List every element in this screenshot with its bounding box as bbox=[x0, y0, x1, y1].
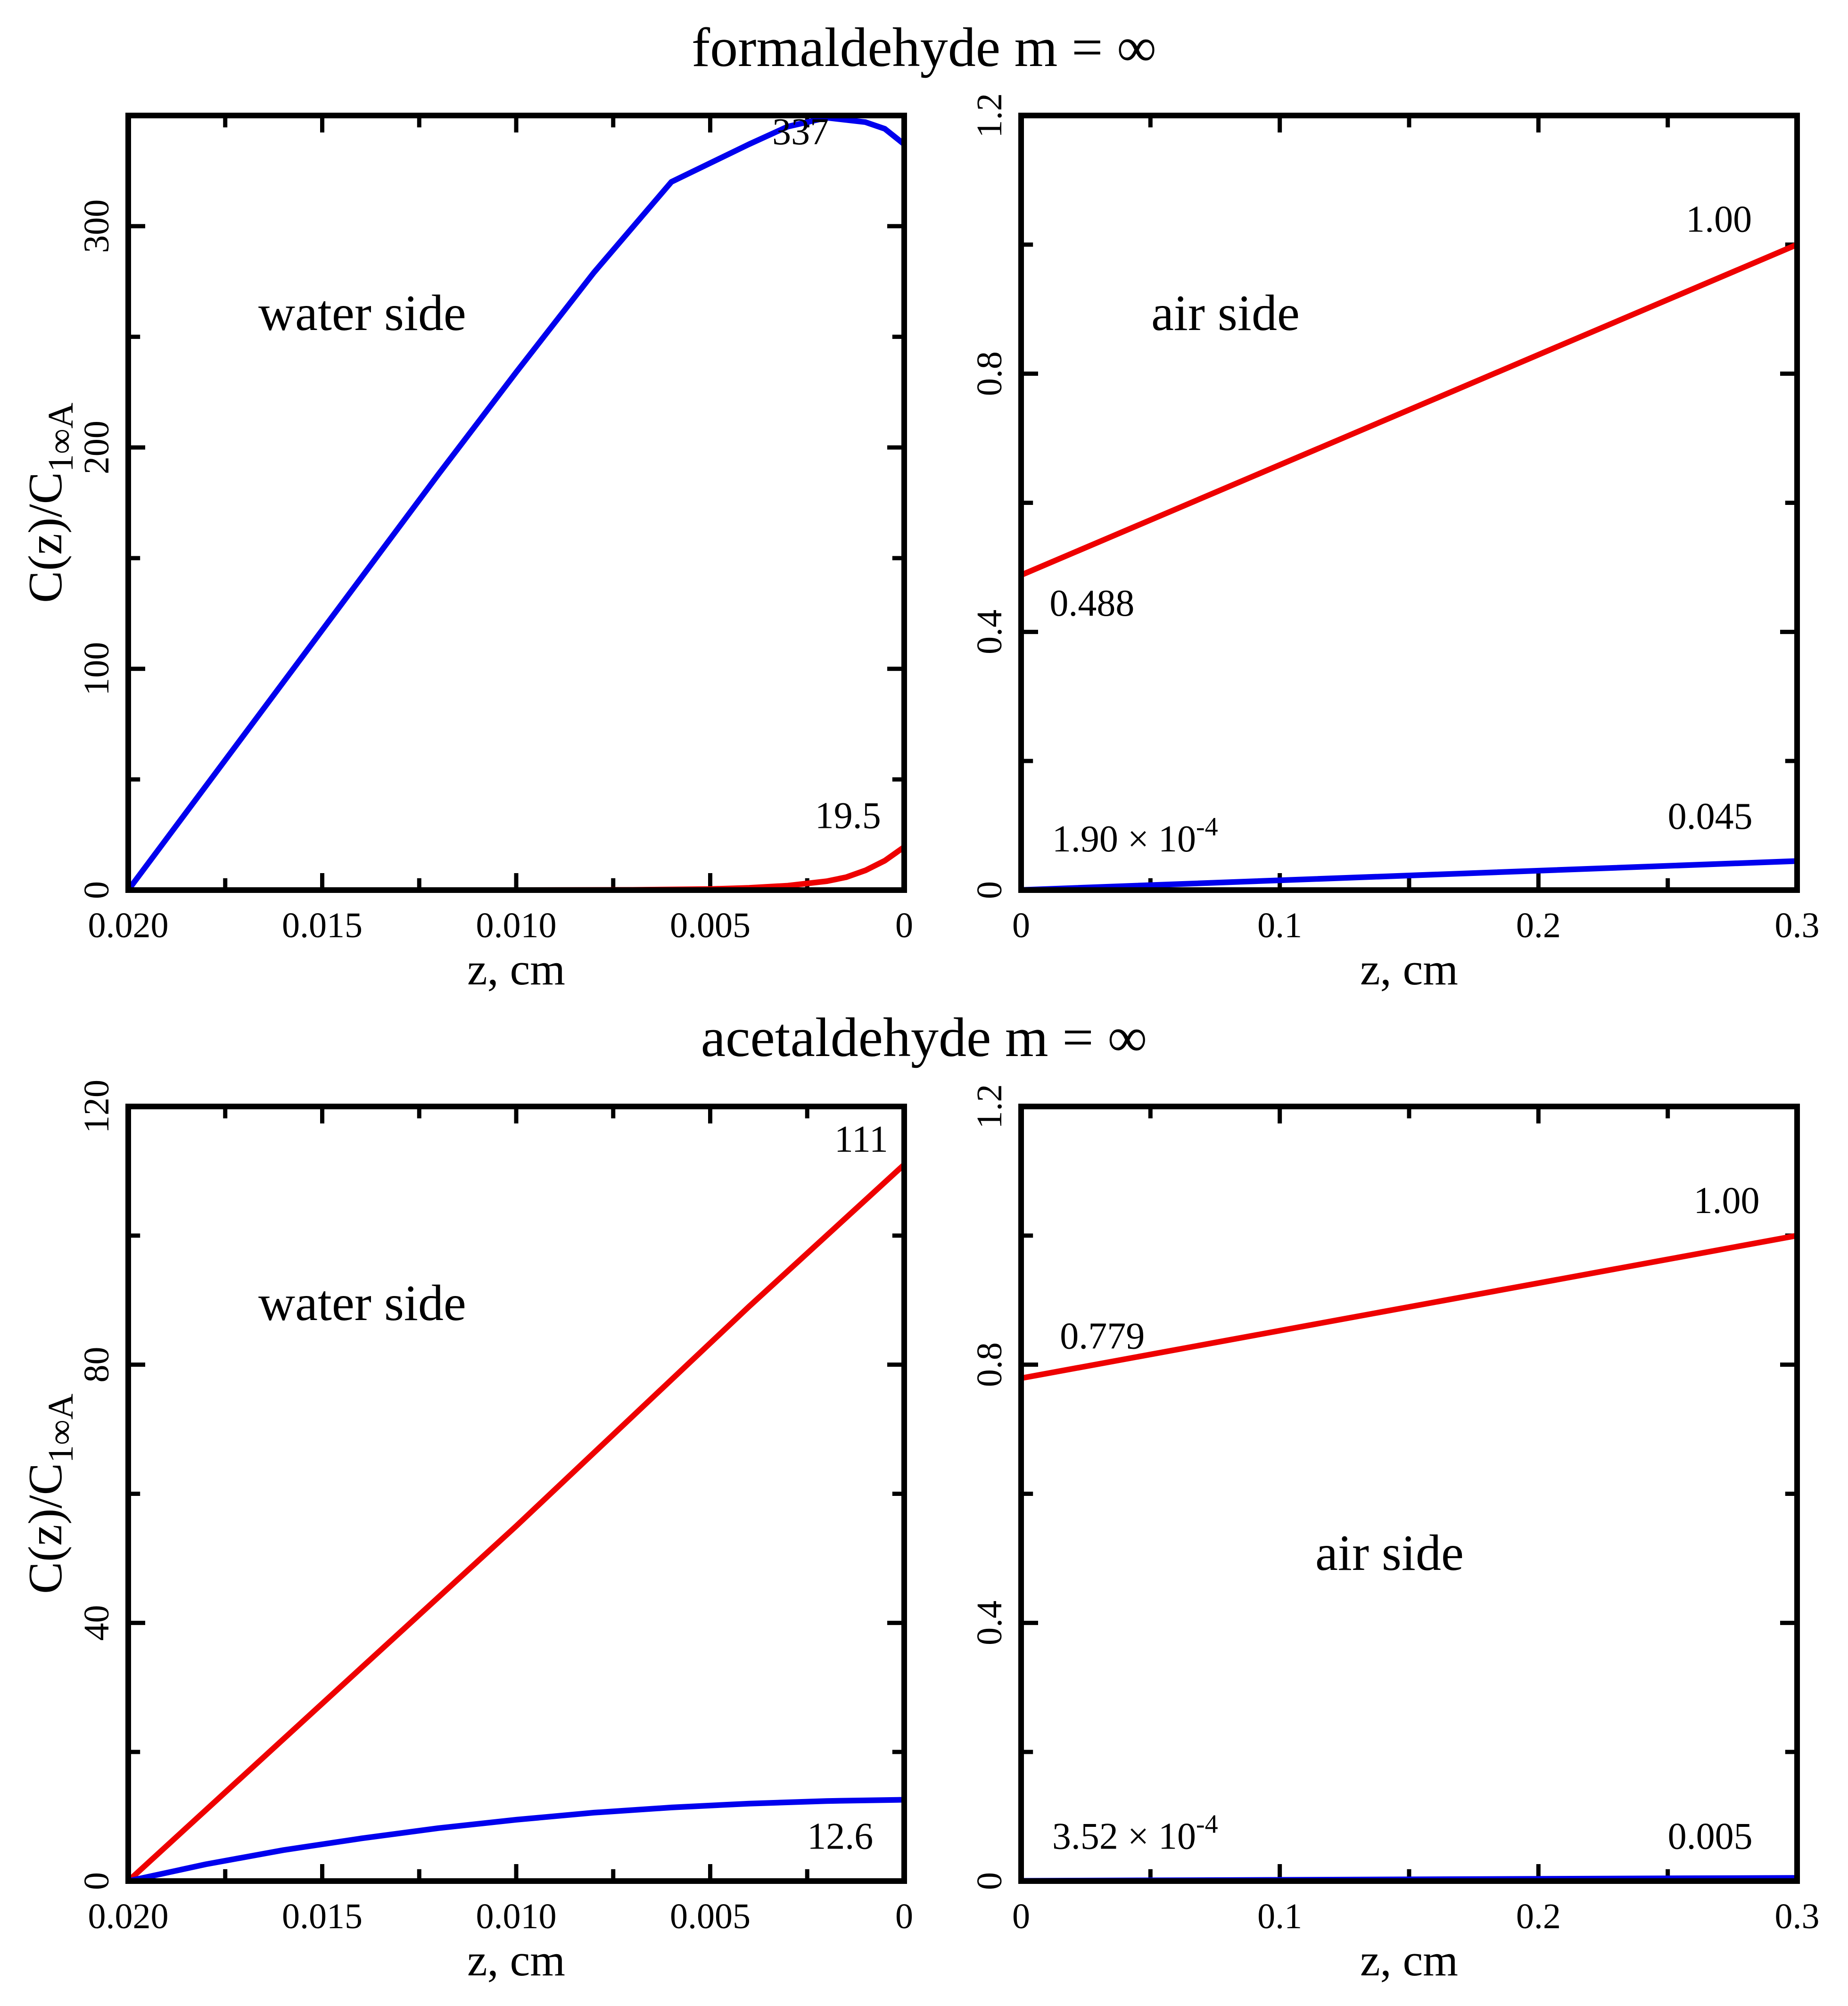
y-tick-label: 0.4 bbox=[970, 610, 1009, 654]
data-label: 1.00 bbox=[1686, 198, 1752, 240]
x-tick-label: 0.010 bbox=[476, 906, 557, 945]
x-tick-label: 0.2 bbox=[1516, 906, 1561, 945]
x-tick-label: 0.005 bbox=[670, 906, 751, 945]
series-red-line bbox=[1018, 1232, 1800, 1381]
y-tick-label: 0 bbox=[970, 881, 1009, 899]
panel-formaldehyde-water: water side 0.020 0.015 0.010 0.005 0 0 100 200 3… bbox=[19, 111, 913, 994]
data-label: 19.5 bbox=[815, 795, 881, 837]
title-acetaldehyde: acetaldehyde m = ∞ bbox=[701, 1007, 1147, 1068]
data-label: 12.6 bbox=[807, 1816, 873, 1857]
series-red-line bbox=[1018, 241, 1800, 578]
data-label: 111 bbox=[834, 1119, 888, 1160]
x-axis-label: z, cm bbox=[467, 944, 565, 994]
y-axis-label: C(z)/C1∞A bbox=[19, 1394, 81, 1594]
panel-acetaldehyde-air: air side 0 0.1 0.2 0.3 0 0.4 0.8 1.2 1.00 0.779 0.… bbox=[970, 1084, 1820, 1986]
panel-label-air-side: air side bbox=[1151, 285, 1300, 341]
y-tick-label: 0 bbox=[77, 881, 116, 899]
plot-frame bbox=[125, 1104, 907, 1884]
series-blue-line bbox=[125, 1797, 907, 1884]
y-tick-label: 300 bbox=[77, 199, 116, 253]
data-label: 0.779 bbox=[1060, 1315, 1145, 1357]
x-tick-label: 0.1 bbox=[1257, 906, 1302, 945]
y-axis-label-subscript: 1∞A bbox=[41, 1394, 81, 1463]
y-tick-label: 0 bbox=[77, 1872, 116, 1890]
series-blue-line bbox=[125, 115, 907, 893]
data-label-exponent: -4 bbox=[1196, 812, 1218, 842]
x-axis-label: z, cm bbox=[467, 1935, 565, 1985]
y-axis-label-main: C(z)/C bbox=[19, 472, 72, 603]
plot-frame bbox=[1018, 113, 1800, 893]
plot-frame bbox=[1018, 1104, 1800, 1884]
y-tick-label: 0.8 bbox=[970, 1342, 1009, 1387]
x-tick-label: 0.010 bbox=[476, 1897, 557, 1936]
y-tick-label: 1.2 bbox=[970, 1084, 1009, 1129]
x-tick-label: 0 bbox=[1012, 1897, 1030, 1936]
x-tick-label: 0.3 bbox=[1775, 906, 1820, 945]
x-tick-label: 0.2 bbox=[1516, 1897, 1561, 1936]
x-tick-label: 0 bbox=[1012, 906, 1030, 945]
x-tick-label: 0.005 bbox=[670, 1897, 751, 1936]
data-label: 0.005 bbox=[1668, 1816, 1753, 1857]
data-label-exponent: -4 bbox=[1196, 1810, 1218, 1839]
x-tick-label: 0.015 bbox=[282, 906, 363, 945]
x-tick-label: 0 bbox=[895, 906, 913, 945]
plot-frame bbox=[125, 113, 907, 893]
panel-label-water-side: water side bbox=[258, 285, 466, 341]
series-blue-line bbox=[1018, 858, 1800, 893]
data-label: 1.00 bbox=[1694, 1180, 1760, 1222]
y-axis-label-main: C(z)/C bbox=[19, 1463, 72, 1594]
panel-label-air-side: air side bbox=[1315, 1525, 1464, 1581]
y-tick-label: 200 bbox=[77, 421, 116, 474]
x-tick-label: 0.020 bbox=[88, 1897, 169, 1936]
y-axis-label-subscript: 1∞A bbox=[41, 403, 81, 472]
data-label: 3.52 × 10-4 bbox=[1052, 1810, 1218, 1857]
y-tick-label: 40 bbox=[77, 1605, 116, 1641]
y-tick-label: 120 bbox=[77, 1080, 116, 1133]
x-tick-label: 0.1 bbox=[1257, 1897, 1302, 1936]
x-tick-label: 0 bbox=[895, 1897, 913, 1936]
x-tick-label: 0.3 bbox=[1775, 1897, 1820, 1936]
panel-acetaldehyde-water: water side 0.020 0.015 0.010 0.005 0 0 40 80 120… bbox=[19, 1080, 913, 1985]
y-tick-label: 0.4 bbox=[970, 1601, 1009, 1645]
y-tick-label: 0.8 bbox=[970, 351, 1009, 396]
x-tick-label: 0.015 bbox=[282, 1897, 363, 1936]
title-formaldehyde: formaldehyde m = ∞ bbox=[692, 17, 1156, 78]
y-tick-label: 100 bbox=[77, 642, 116, 696]
y-tick-label: 0 bbox=[970, 1872, 1009, 1890]
series-red-line bbox=[125, 1162, 907, 1884]
panel-formaldehyde-air: air side 0 0.1 0.2 0.3 0 0.4 0.8 1.2 1.00 0.488 0.… bbox=[970, 93, 1820, 995]
data-label: 1.90 × 10-4 bbox=[1052, 812, 1218, 860]
y-tick-label: 80 bbox=[77, 1347, 116, 1383]
y-tick-label: 1.2 bbox=[970, 93, 1009, 138]
panel-label-water-side: water side bbox=[258, 1275, 466, 1331]
x-axis-label: z, cm bbox=[1360, 1935, 1458, 1985]
x-tick-label: 0.020 bbox=[88, 906, 169, 945]
x-axis-label: z, cm bbox=[1360, 944, 1458, 994]
data-label: 0.045 bbox=[1668, 796, 1753, 837]
y-axis-label: C(z)/C1∞A bbox=[19, 403, 81, 603]
data-label: 0.488 bbox=[1049, 583, 1134, 624]
